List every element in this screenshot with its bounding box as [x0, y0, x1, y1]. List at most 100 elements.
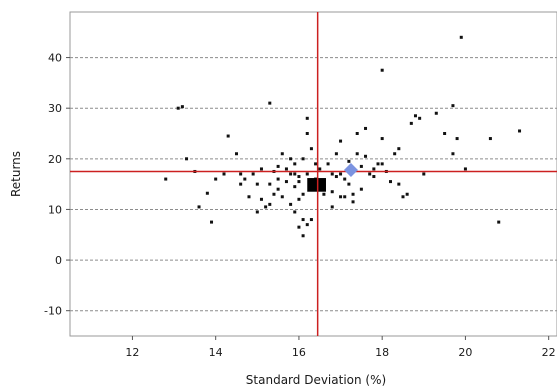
- data-point: [497, 220, 501, 224]
- highlight-diamond: [343, 162, 358, 177]
- data-point: [343, 195, 347, 199]
- data-point: [305, 132, 309, 135]
- data-point: [364, 154, 368, 158]
- data-point: [210, 220, 214, 224]
- x-tick-label: 18: [375, 346, 389, 359]
- data-point: [305, 116, 309, 120]
- data-point: [197, 205, 201, 209]
- data-point: [347, 159, 351, 163]
- data-point: [297, 197, 301, 201]
- data-point: [247, 195, 251, 199]
- data-point: [422, 172, 426, 176]
- data-point: [268, 182, 272, 186]
- data-point: [297, 225, 301, 229]
- data-point: [380, 162, 384, 166]
- grid-lines: [70, 57, 557, 312]
- data-point: [413, 114, 417, 118]
- x-tick-label: 12: [125, 346, 139, 359]
- data-point: [397, 182, 401, 186]
- data-point: [309, 218, 313, 222]
- data-point: [393, 152, 397, 156]
- data-point: [255, 182, 259, 186]
- cluster-block: [307, 178, 326, 192]
- data-point: [364, 126, 368, 130]
- data-point: [255, 210, 259, 214]
- data-point: [372, 175, 376, 179]
- data-point: [276, 187, 280, 191]
- data-point: [289, 202, 293, 206]
- data-point: [239, 172, 243, 176]
- data-point: [343, 177, 347, 181]
- y-tick-label: 20: [48, 153, 62, 166]
- data-point: [330, 205, 334, 209]
- data-point: [443, 132, 447, 135]
- data-point: [359, 164, 363, 168]
- data-point: [455, 137, 459, 141]
- data-point: [164, 177, 168, 181]
- y-tick-label: 10: [48, 203, 62, 216]
- data-point: [297, 175, 301, 179]
- data-point: [405, 192, 409, 196]
- data-point: [518, 129, 522, 133]
- data-point: [243, 177, 247, 181]
- data-point: [409, 121, 413, 125]
- data-point: [276, 177, 280, 181]
- data-point: [339, 172, 343, 176]
- data-point: [297, 180, 301, 184]
- x-tick-label: 20: [458, 346, 472, 359]
- data-point: [268, 202, 272, 206]
- y-axis: -10 0 10 20 30 40: [44, 52, 70, 318]
- x-tick-label: 22: [542, 346, 556, 359]
- data-point: [301, 192, 305, 196]
- y-tick-label: 40: [48, 52, 62, 65]
- y-tick-label: 0: [55, 254, 62, 267]
- data-point: [272, 192, 276, 196]
- data-point: [289, 172, 293, 176]
- data-point: [234, 152, 238, 156]
- data-point: [284, 167, 288, 171]
- plot-background: [69, 11, 557, 337]
- data-point: [318, 167, 322, 171]
- data-point: [380, 68, 384, 72]
- data-point: [459, 35, 463, 39]
- data-point: [397, 147, 401, 151]
- data-point: [268, 101, 272, 105]
- data-point: [334, 175, 338, 179]
- data-point: [339, 195, 343, 199]
- data-point: [305, 223, 309, 227]
- data-point: [276, 164, 280, 168]
- data-point: [401, 195, 405, 199]
- data-point: [380, 137, 384, 141]
- data-point: [451, 152, 455, 156]
- data-point: [372, 167, 376, 171]
- data-point: [226, 134, 230, 138]
- data-point: [359, 187, 363, 191]
- x-axis: 12 14 16 18 20 22: [125, 336, 556, 359]
- data-point: [330, 190, 334, 194]
- data-point: [251, 172, 255, 176]
- data-point: [309, 147, 313, 151]
- data-point: [322, 192, 326, 196]
- x-tick-label: 16: [292, 346, 306, 359]
- data-point: [176, 106, 180, 110]
- data-point: [488, 137, 492, 141]
- data-point: [293, 185, 297, 189]
- data-point: [418, 116, 422, 120]
- data-point: [339, 139, 343, 143]
- data-point: [185, 157, 189, 161]
- data-point: [180, 105, 184, 109]
- data-point: [259, 197, 263, 201]
- data-point: [305, 172, 309, 176]
- data-point: [326, 162, 330, 166]
- data-point: [334, 152, 338, 156]
- data-point: [205, 191, 209, 195]
- data-point: [284, 180, 288, 184]
- data-point: [222, 172, 226, 176]
- data-point: [355, 132, 359, 135]
- data-point: [239, 182, 243, 186]
- data-point: [259, 167, 263, 171]
- data-point: [314, 162, 318, 166]
- data-point: [264, 205, 268, 209]
- data-point: [301, 218, 305, 222]
